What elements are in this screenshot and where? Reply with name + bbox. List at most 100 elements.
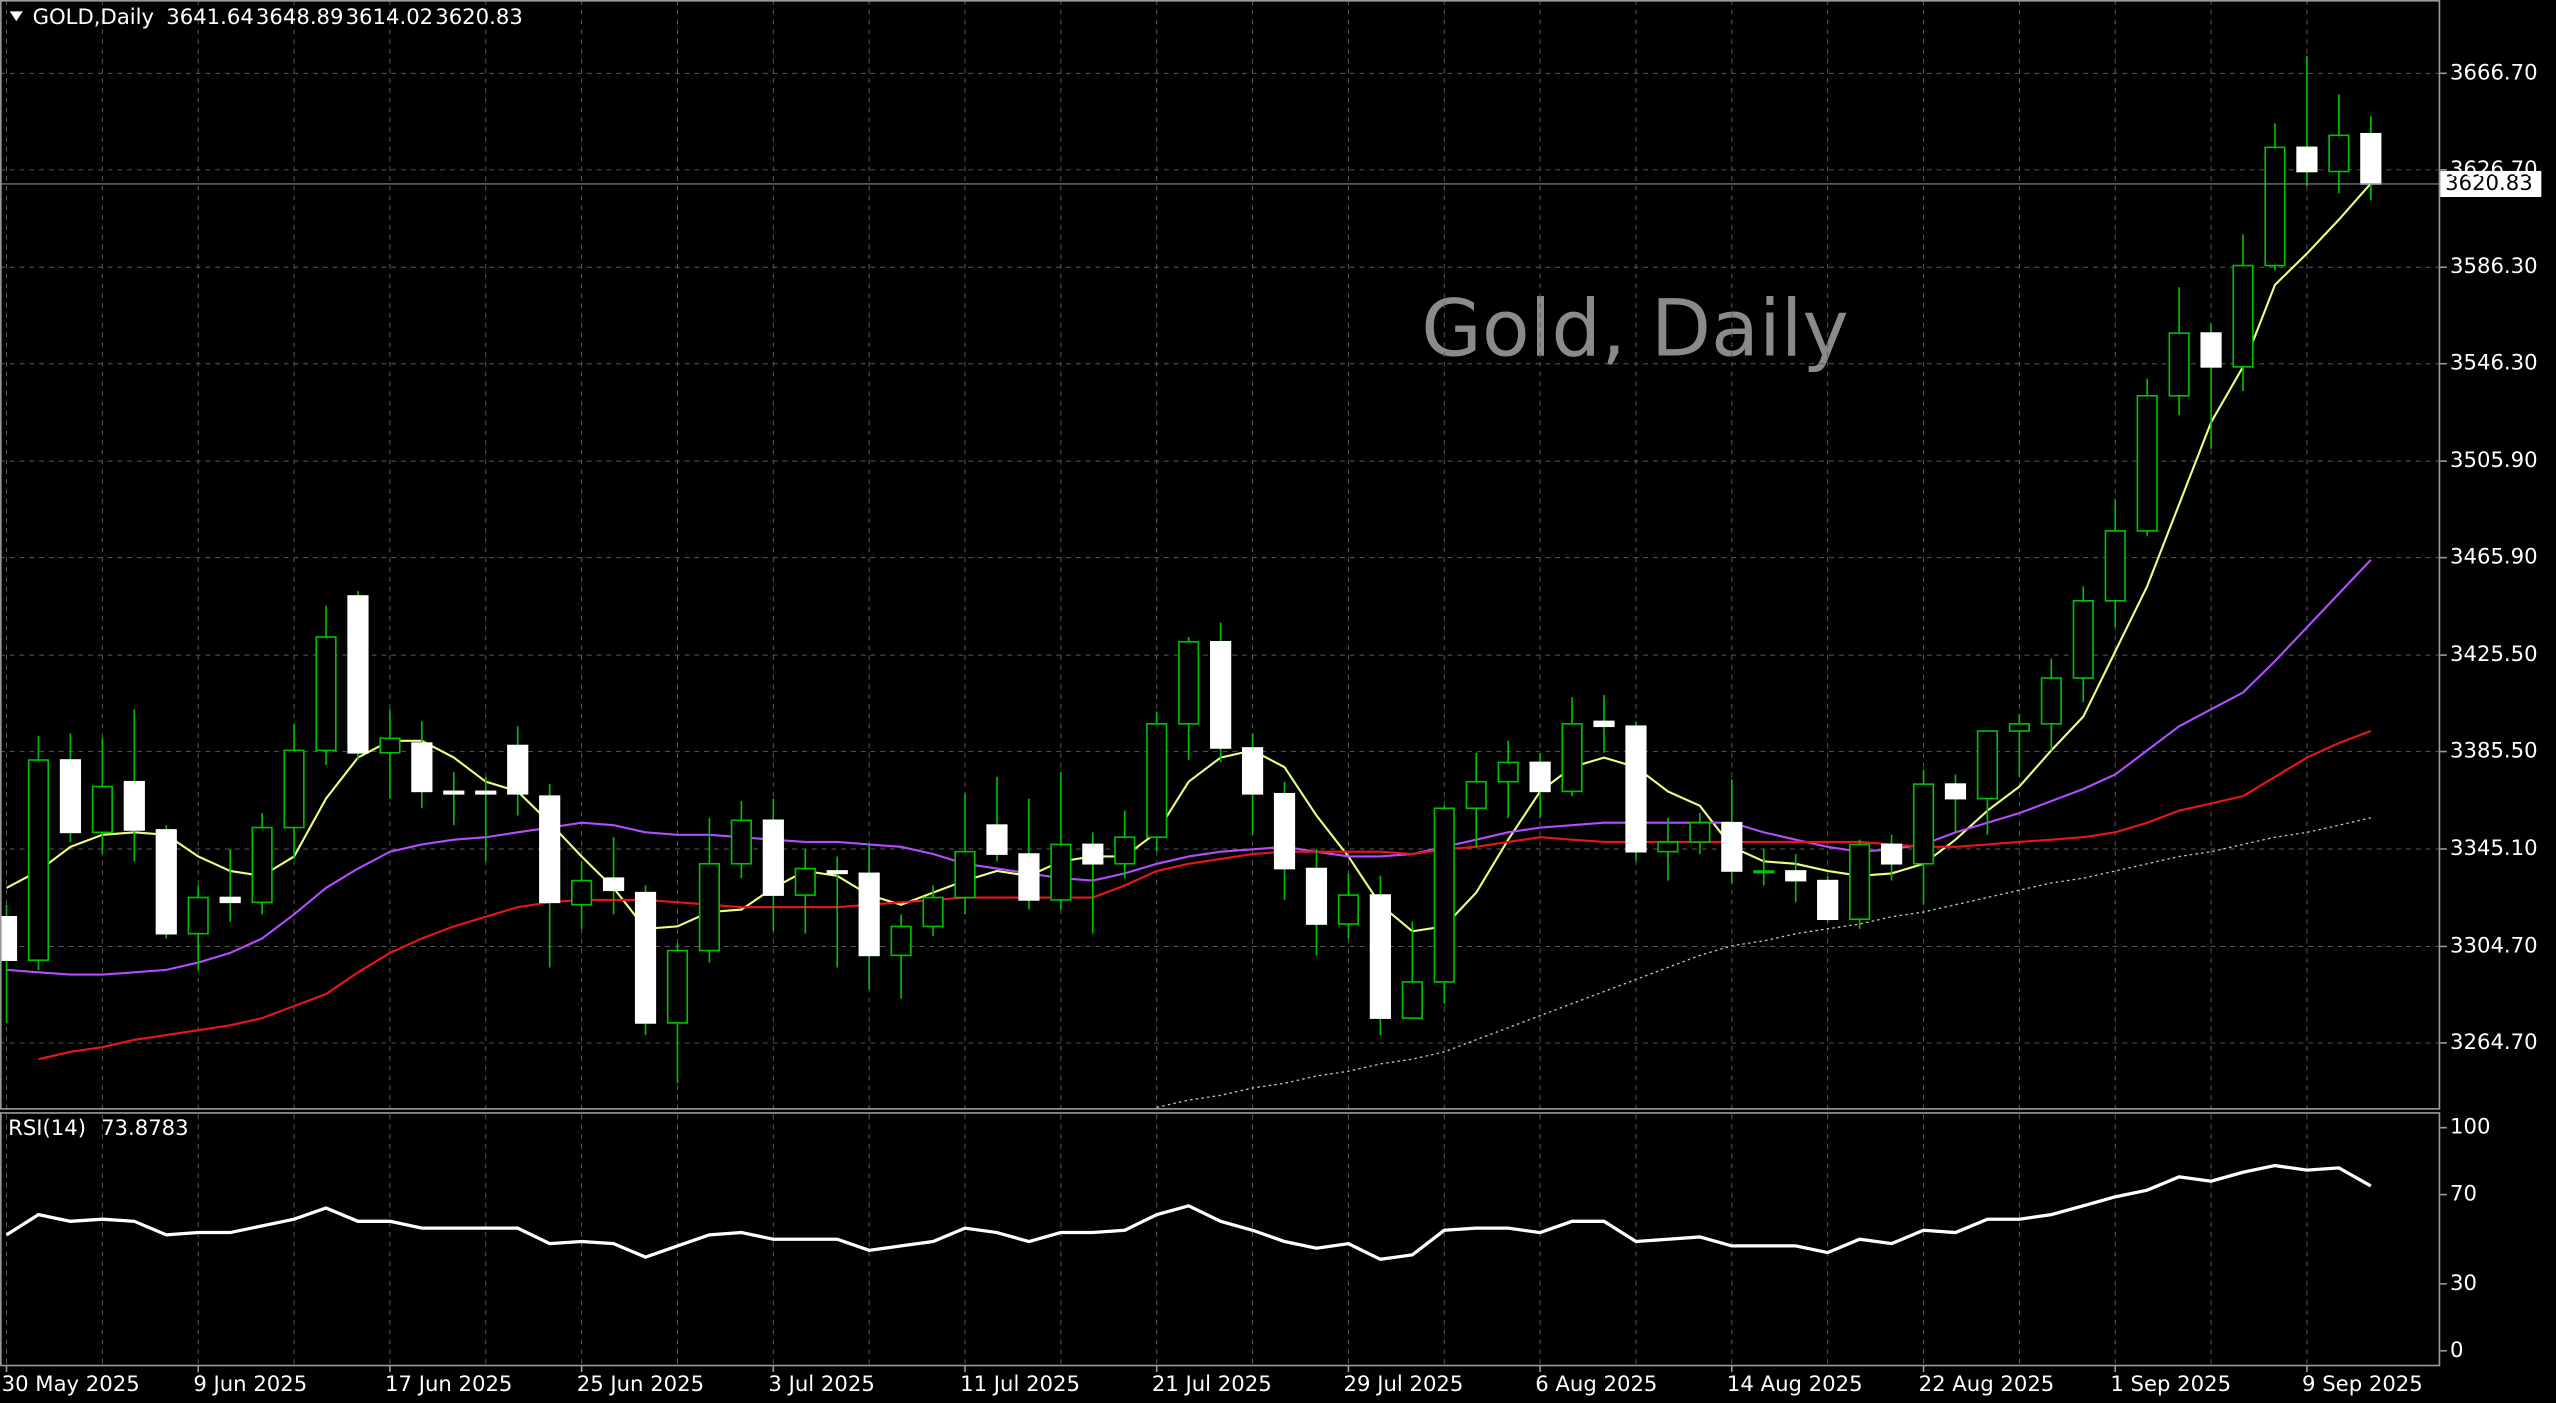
candle-body (2072, 600, 2094, 679)
current-price-box (2440, 170, 2542, 197)
candle-body (1497, 761, 1519, 783)
candle-body (2232, 264, 2254, 368)
ohlc-open: 3641.64 (166, 4, 254, 29)
rsi-title: RSI(14) (8, 1115, 86, 1140)
ohlc-high: 3648.89 (256, 4, 344, 29)
rsi-pane-border (0, 1112, 2441, 1367)
candle-body (0, 915, 18, 962)
candle-body (1625, 725, 1647, 853)
candle-body (219, 896, 241, 904)
candle-body (634, 891, 657, 1024)
plot (0, 55, 2441, 1261)
candle-body (1114, 836, 1136, 865)
watermark: Gold, Daily (1421, 284, 1849, 375)
candle-body (347, 595, 369, 754)
x-tick-label: 25 Jun 2025 (577, 1371, 704, 1396)
candle-body (155, 829, 177, 935)
candle-body (1721, 821, 1743, 872)
candle-body (1529, 761, 1551, 793)
candle-body (826, 870, 848, 875)
candle-body (1210, 641, 1232, 749)
ohlc-close: 3620.83 (435, 4, 523, 29)
ohlc-low: 3614.02 (346, 4, 434, 29)
candle-body (283, 749, 305, 829)
y-tick-label: 3304.70 (2450, 932, 2538, 957)
y-tick-label: 3626.70 (2450, 156, 2538, 181)
y-tick-label: 3666.70 (2450, 59, 2538, 84)
candle-body (475, 790, 497, 795)
main-pane-border (0, 0, 2441, 1110)
candle-body (2328, 134, 2350, 173)
candle-body (2360, 132, 2382, 185)
candle-body (443, 790, 465, 795)
candle-body (1369, 894, 1391, 1019)
candle-body (2200, 332, 2222, 368)
y-tick-label: 3264.70 (2450, 1029, 2538, 1054)
candle-body (794, 867, 816, 896)
x-tick-label: 22 Aug 2025 (1919, 1371, 2055, 1396)
candle-body (2264, 146, 2286, 267)
candle-body (187, 896, 209, 935)
candle-body (91, 785, 113, 834)
candle-body (1657, 841, 1679, 853)
candle-body (1561, 723, 1583, 793)
y-tick-label: 3546.30 (2450, 350, 2538, 375)
candle-body (1817, 879, 1839, 921)
candle-body (762, 819, 784, 896)
x-tick-label: 3 Jul 2025 (768, 1371, 874, 1396)
candle-body (986, 824, 1008, 855)
candle-body (1465, 780, 1487, 810)
axis: 30 May 2025 9 Jun 2025 17 Jun 2025 25 Jun 2… (2, 59, 2542, 1396)
candle-body (571, 879, 593, 906)
candle-body (411, 742, 433, 793)
candle-body (1753, 870, 1775, 874)
y-tick-label: 3345.10 (2450, 835, 2538, 860)
candle-body (1785, 870, 1807, 882)
menu-triangle[interactable] (9, 11, 23, 22)
y-tick-label: 100 (2450, 1114, 2490, 1139)
candle-body (1912, 783, 1935, 865)
y-tick-label: 70 (2450, 1181, 2477, 1206)
rsi-line (5, 1163, 2372, 1261)
candle-body (698, 862, 721, 952)
candle-body (1050, 843, 1072, 901)
candle-body (1082, 843, 1104, 865)
candle-body (1944, 783, 1967, 800)
y-tick-label: 3586.30 (2450, 253, 2538, 278)
candle-body (379, 737, 401, 754)
candle-body (602, 877, 625, 892)
x-tick-label: 29 Jul 2025 (1344, 1371, 1464, 1396)
y-tick-label: 30 (2450, 1270, 2477, 1295)
x-tick-label: 14 Aug 2025 (1727, 1371, 1863, 1396)
symbol: GOLD,Daily (33, 4, 155, 29)
candle-body (2168, 332, 2190, 397)
candle-body (1241, 747, 1264, 795)
y-tick-label: 3385.50 (2450, 738, 2538, 763)
candle-body (27, 759, 50, 962)
candle-body (922, 896, 944, 928)
candle-body (2104, 530, 2126, 602)
y-tick-label: 3465.90 (2450, 544, 2538, 569)
x-tick-label: 9 Jun 2025 (193, 1371, 307, 1396)
candle-body (1146, 723, 1168, 839)
candle-body (1305, 867, 1328, 925)
candle-body (1849, 843, 1871, 921)
x-tick-label: 30 May 2025 (2, 1371, 140, 1396)
candle-body (2296, 146, 2318, 173)
candle-body (1593, 720, 1615, 728)
x-tick-label: 21 Jul 2025 (1152, 1371, 1272, 1396)
candle-body (1337, 894, 1360, 925)
candle-body (1689, 821, 1711, 843)
candle-body (890, 925, 912, 957)
candle-body (1433, 807, 1455, 983)
x-tick-label: 11 Jul 2025 (960, 1371, 1080, 1396)
candle-body (1976, 730, 1999, 800)
candle-body (123, 780, 145, 831)
candle-body (954, 850, 976, 899)
candle-body (2008, 723, 2030, 732)
candle-body (2136, 394, 2158, 532)
candle-body (59, 759, 82, 834)
y-tick-label: 0 (2450, 1337, 2463, 1362)
